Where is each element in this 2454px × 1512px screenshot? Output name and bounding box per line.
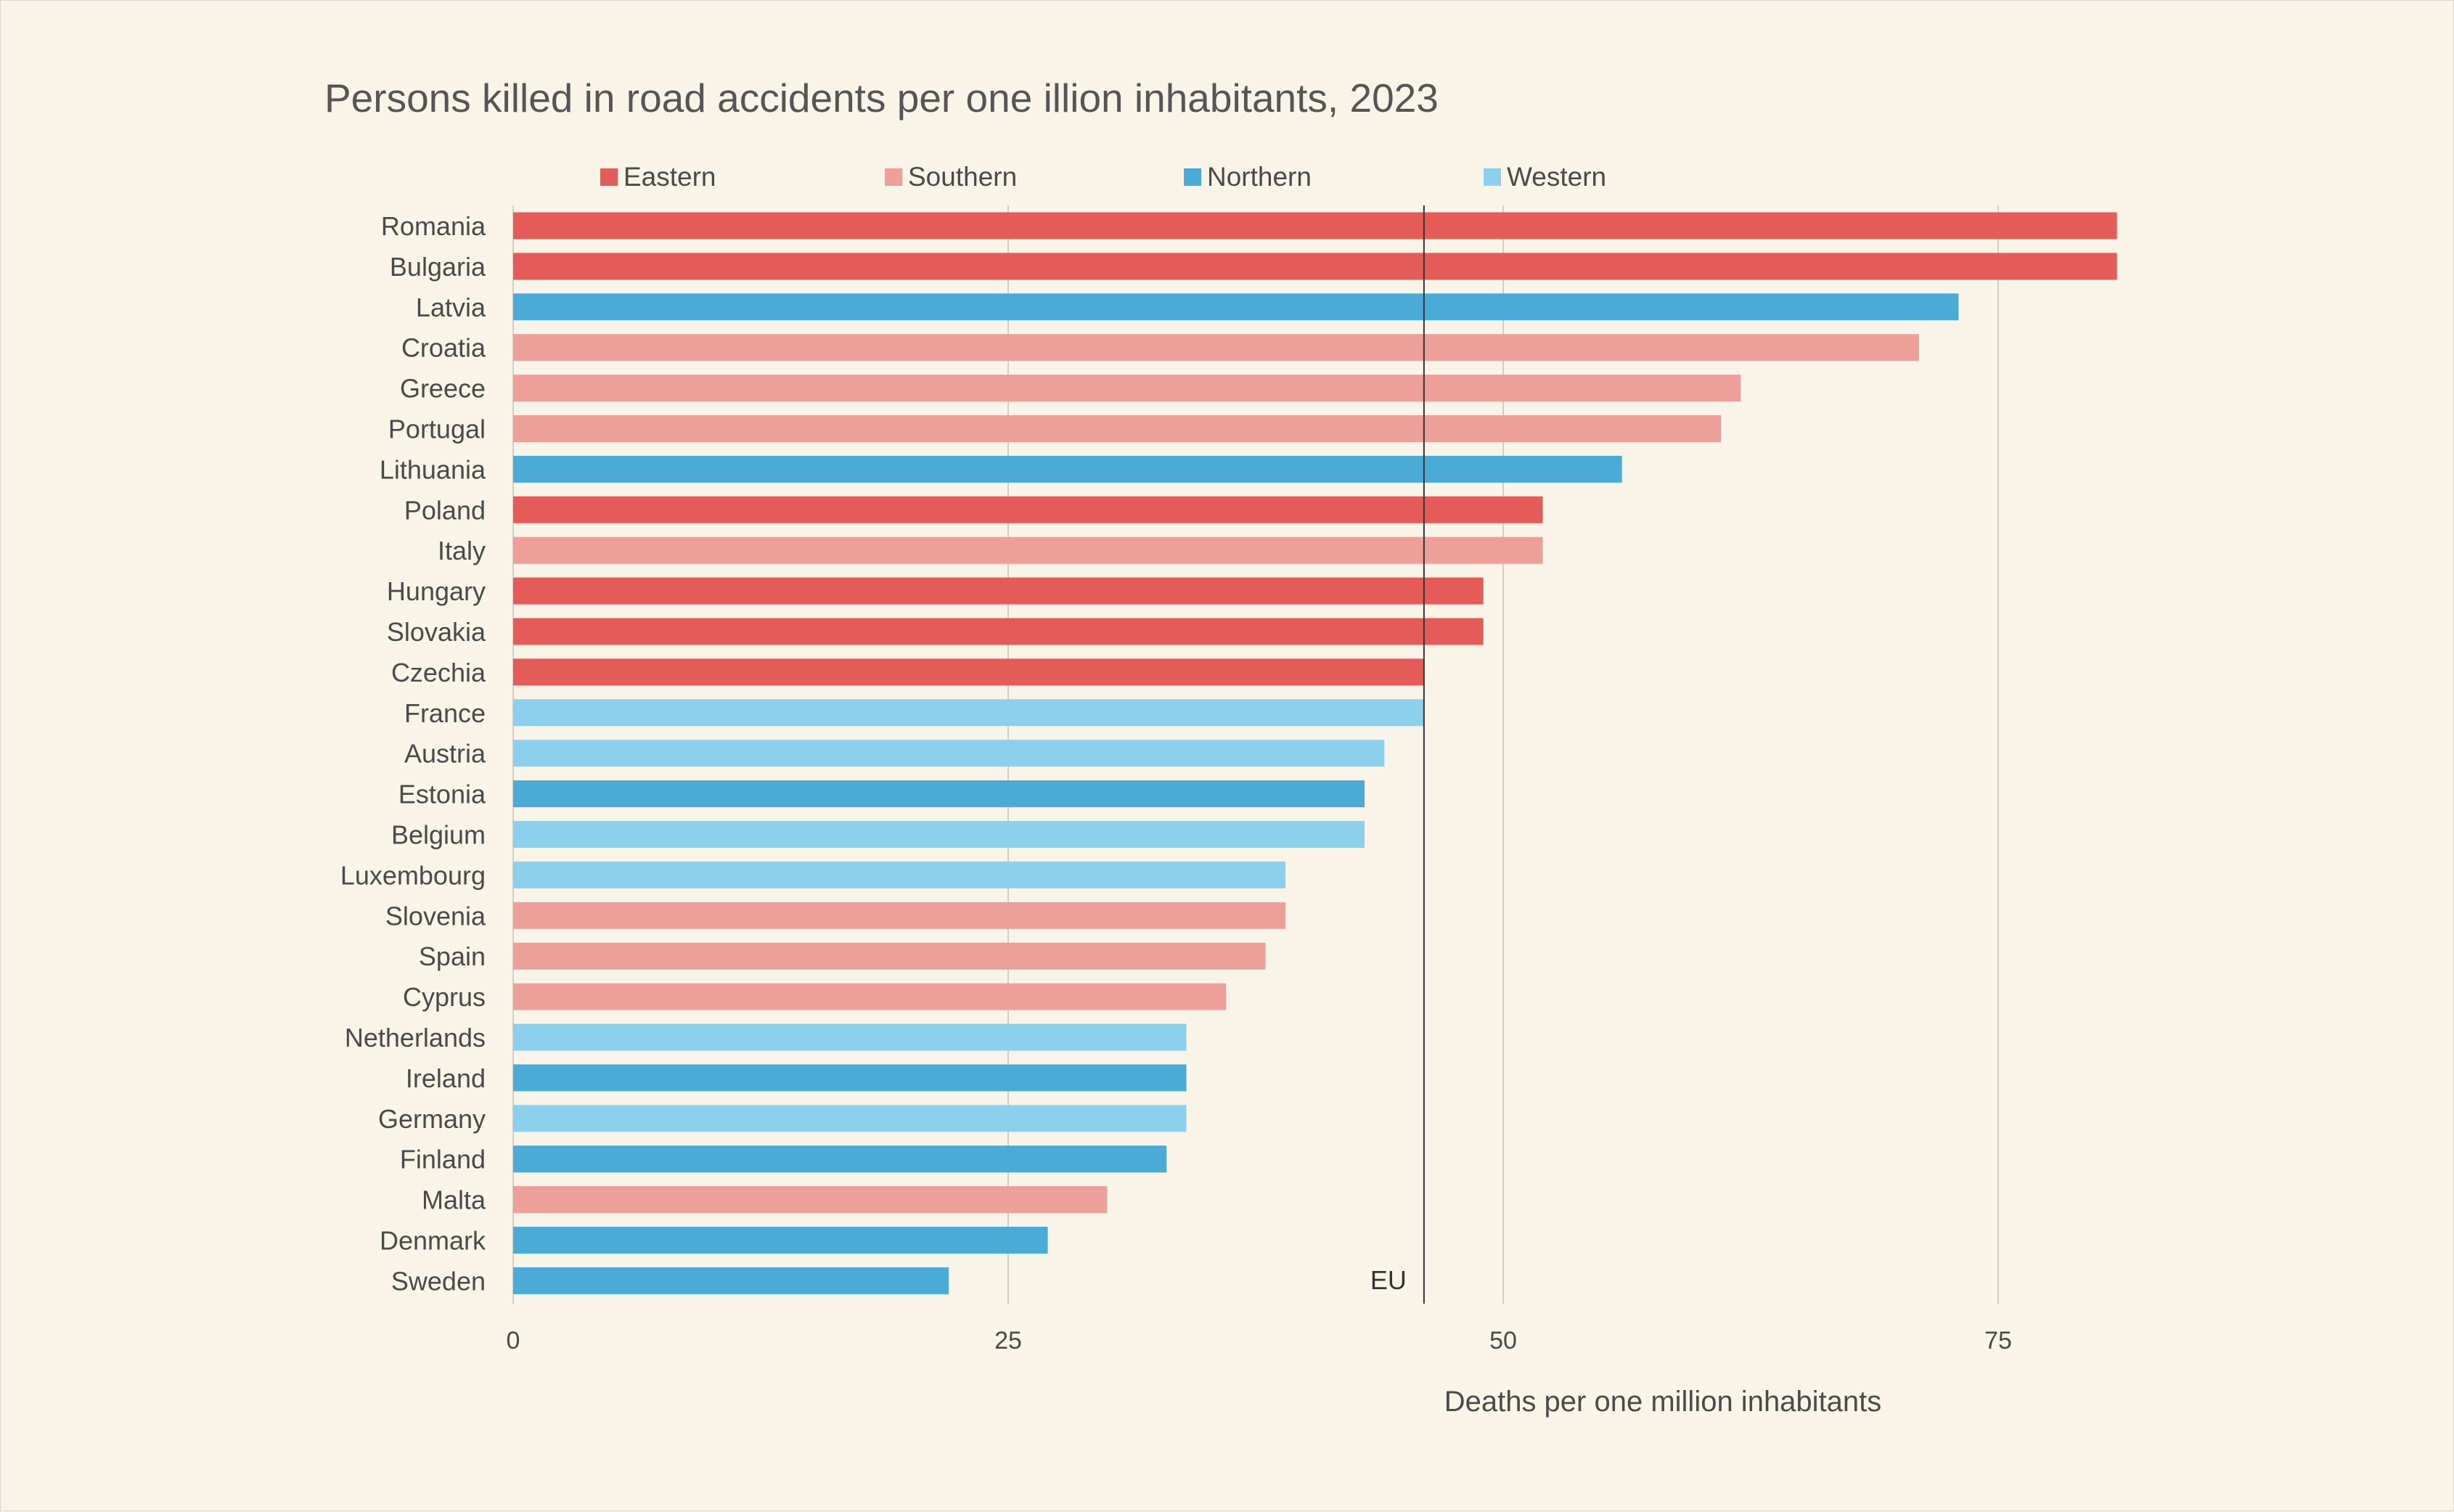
category-label-netherlands: Netherlands [345, 1023, 486, 1053]
category-label-portugal: Portugal [388, 414, 486, 444]
legend-swatch-northern [1184, 168, 1201, 186]
eu-reference: EU [1370, 205, 1425, 1304]
category-label-bulgaria: Bulgaria [390, 252, 486, 282]
x-tick-label-0: 0 [507, 1327, 520, 1354]
category-label-croatia: Croatia [401, 333, 486, 363]
legend-swatch-western [1484, 168, 1501, 186]
bar-estonia [513, 780, 1365, 808]
legend-label-southern: Southern [908, 162, 1017, 192]
category-label-ireland: Ireland [406, 1063, 486, 1093]
legend: Eastern Southern Northern Western [600, 162, 1606, 192]
category-label-greece: Greece [400, 374, 486, 404]
bar-latvia [513, 293, 1959, 321]
bar-czechia [513, 658, 1424, 686]
category-label-luxembourg: Luxembourg [340, 860, 486, 890]
bar-portugal [513, 415, 1722, 442]
bar-sweden [513, 1267, 949, 1294]
bar-austria [513, 740, 1385, 767]
legend-label-eastern: Eastern [623, 162, 716, 192]
category-label-lithuania: Lithuania [380, 454, 486, 484]
x-tick-label-75: 75 [1984, 1327, 2012, 1354]
bar-malta [513, 1186, 1108, 1214]
category-label-poland: Poland [404, 495, 486, 525]
category-label-estonia: Estonia [398, 780, 486, 809]
bar-france [513, 699, 1424, 727]
category-label-spain: Spain [419, 941, 486, 971]
bar-poland [513, 496, 1543, 523]
bar-lithuania [513, 455, 1622, 483]
category-label-finland: Finland [400, 1145, 486, 1174]
category-label-italy: Italy [438, 536, 486, 565]
category-label-denmark: Denmark [380, 1226, 486, 1256]
bar-luxembourg [513, 861, 1285, 888]
category-labels: Romania Bulgaria Latvia Croatia Greece Portug… [340, 211, 486, 1296]
bars [513, 212, 2117, 1294]
category-label-latvia: Latvia [416, 293, 486, 322]
bar-finland [513, 1145, 1167, 1173]
bar-cyprus [513, 983, 1227, 1010]
category-label-malta: Malta [422, 1185, 486, 1215]
legend-swatch-southern [885, 168, 902, 186]
category-label-hungary: Hungary [387, 576, 486, 606]
category-label-cyprus: Cyprus [403, 982, 486, 1012]
eu-reference-label: EU [1370, 1265, 1407, 1295]
bar-slovakia [513, 618, 1484, 645]
category-label-romania: Romania [381, 211, 486, 241]
category-label-czechia: Czechia [391, 658, 486, 687]
category-label-sweden: Sweden [391, 1266, 486, 1296]
x-axis-title: Deaths per one million inhabitants [1444, 1386, 1882, 1418]
bar-denmark [513, 1227, 1048, 1254]
bar-germany [513, 1105, 1187, 1132]
x-axis-ticks: 0 25 50 75 [507, 1327, 2012, 1354]
legend-swatch-eastern [600, 168, 618, 186]
x-tick-label-25: 25 [994, 1327, 1022, 1354]
x-tick-label-50: 50 [1489, 1327, 1517, 1354]
bar-romania [513, 212, 2117, 240]
bar-ireland [513, 1064, 1187, 1092]
legend-label-northern: Northern [1207, 162, 1312, 192]
category-label-germany: Germany [378, 1104, 486, 1134]
bar-spain [513, 942, 1266, 970]
bar-croatia [513, 334, 1919, 361]
bar-belgium [513, 821, 1365, 848]
bar-bulgaria [513, 253, 2117, 280]
category-label-austria: Austria [404, 739, 486, 769]
bar-greece [513, 375, 1741, 402]
category-label-slovenia: Slovenia [385, 901, 486, 931]
bar-slovenia [513, 902, 1285, 929]
bar-netherlands [513, 1023, 1187, 1051]
category-label-france: France [404, 698, 486, 728]
legend-label-western: Western [1507, 162, 1606, 192]
chart-title: Persons killed in road accidents per one… [324, 75, 1439, 120]
bar-hungary [513, 577, 1484, 605]
bar-italy [513, 536, 1543, 564]
category-label-belgium: Belgium [391, 820, 486, 850]
category-label-slovakia: Slovakia [387, 617, 486, 647]
